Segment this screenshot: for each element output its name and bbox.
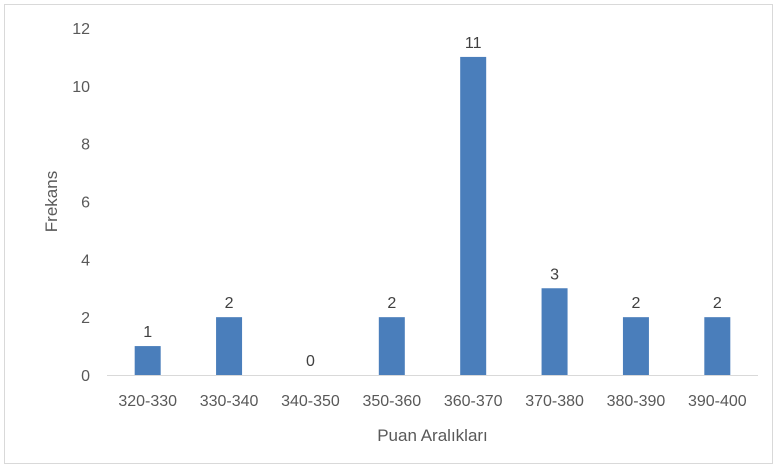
x-tick-label: 350-360 <box>362 393 421 410</box>
x-tick-label: 370-380 <box>525 393 584 410</box>
data-label: 0 <box>306 353 315 370</box>
bar <box>460 57 486 375</box>
bar <box>542 288 568 375</box>
data-label: 1 <box>143 324 152 341</box>
data-label: 11 <box>465 35 482 52</box>
x-axis-title: Puan Aralıkları <box>377 426 488 445</box>
x-tick-label: 320-330 <box>118 393 177 410</box>
data-label: 2 <box>631 295 640 312</box>
x-tick-label: 380-390 <box>607 393 666 410</box>
y-tick-label: 12 <box>72 21 90 38</box>
x-tick-label: 360-370 <box>444 393 503 410</box>
bar <box>135 346 161 375</box>
data-label: 2 <box>713 295 722 312</box>
y-tick-label: 10 <box>72 79 90 96</box>
bar <box>623 317 649 375</box>
y-tick-label: 2 <box>81 310 90 327</box>
data-label: 3 <box>550 266 559 283</box>
bar <box>216 317 242 375</box>
x-tick-label: 340-350 <box>281 393 340 410</box>
x-axis-ticks: 320-330 330-340 340-350 350-360 360-370 370-3… <box>118 393 746 410</box>
bar <box>704 317 730 375</box>
y-axis-ticks: 0 2 4 6 8 10 12 <box>72 21 90 385</box>
x-tick-label: 330-340 <box>200 393 259 410</box>
bar-series <box>135 57 731 375</box>
x-tick-label: 390-400 <box>688 393 747 410</box>
y-tick-label: 8 <box>81 137 90 154</box>
y-tick-label: 6 <box>81 195 90 212</box>
data-label: 2 <box>225 295 234 312</box>
y-tick-label: 4 <box>81 252 90 269</box>
bar <box>379 317 405 375</box>
y-tick-label: 0 <box>81 368 90 385</box>
y-axis-title: Frekans <box>42 171 61 232</box>
data-label: 2 <box>387 295 396 312</box>
